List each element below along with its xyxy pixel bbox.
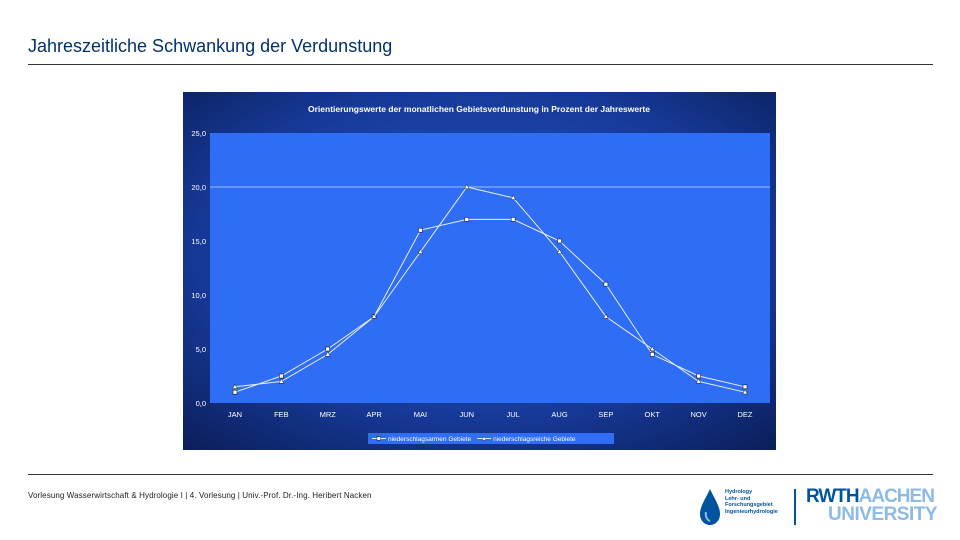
footer-divider <box>28 474 933 475</box>
data-point <box>742 389 748 395</box>
data-point <box>510 217 516 222</box>
plot-area <box>210 133 770 403</box>
data-point <box>279 373 284 379</box>
hydrology-line: Forschungsgebiet <box>725 502 773 509</box>
slide-title: Jahreszeitliche Schwankung der Verdunstu… <box>28 36 393 56</box>
chart-title: Orientierungswerte der monatlichen Gebie… <box>308 104 650 114</box>
data-point <box>742 384 748 390</box>
x-tick-label: NOV <box>691 410 707 419</box>
y-tick-label: 5,0 <box>196 345 206 354</box>
legend-label: niederschlagsarmen Gebiete <box>388 436 471 443</box>
x-tick-label: FEB <box>274 410 289 419</box>
y-tick-label: 0,0 <box>196 399 206 408</box>
x-tick-label: JAN <box>228 410 242 419</box>
x-tick-label: JUN <box>460 410 475 419</box>
series-line <box>234 218 746 393</box>
y-tick-label: 10,0 <box>191 291 206 300</box>
hydrology-line: Lehr- und <box>725 495 751 502</box>
logo-area: Hydrology Lehr- und Forschungsgebiet Ing… <box>698 486 938 530</box>
hydrology-line: Ingenieurhydrologie <box>725 508 778 515</box>
x-tick-label: OKT <box>645 410 661 419</box>
data-point <box>649 345 656 352</box>
legend-label: niederschlagsreiche Gebiete <box>493 436 576 443</box>
data-point <box>695 378 702 384</box>
footer-text: Vorlesung Wasserwirtschaft & Hydrologie … <box>28 491 372 500</box>
rwth-logo: RWTHAACHEN UNIVERSITY <box>806 486 938 525</box>
data-point <box>510 194 517 200</box>
data-point <box>556 248 563 254</box>
data-point <box>324 351 331 357</box>
legend-marker <box>481 435 487 441</box>
logo-divider <box>794 489 796 525</box>
legend: niederschlagsarmen Gebiete niederschlagsr… <box>368 433 614 444</box>
x-tick-label: JUL <box>507 410 520 419</box>
data-point <box>557 238 562 244</box>
data-point <box>232 389 238 395</box>
data-point <box>325 346 331 352</box>
water-drop-icon <box>700 489 720 525</box>
series-line <box>234 186 746 393</box>
x-tick-label: AUG <box>551 410 567 419</box>
data-point <box>463 183 470 190</box>
x-tick-label: APR <box>366 410 382 419</box>
x-axis-ticks: JAN FEB MRZ APR MAI JUN JUL AUG SEP OKT NOV DEZ <box>228 410 753 419</box>
y-tick-label: 20,0 <box>191 183 206 192</box>
legend-marker <box>376 436 381 441</box>
series-layer <box>232 183 748 395</box>
y-tick-label: 15,0 <box>191 237 206 246</box>
data-point <box>371 313 377 319</box>
data-point <box>464 217 470 222</box>
hydrology-line: Hydrology <box>725 489 753 495</box>
series-1 <box>232 217 748 395</box>
data-point <box>278 378 285 384</box>
rwth-logo-university: UNIVERSITY <box>828 504 938 525</box>
data-point <box>418 227 423 233</box>
hydrology-logo-text: Hydrology Lehr- und Forschungsgebiet Ing… <box>725 489 785 515</box>
data-point <box>696 373 701 379</box>
data-point <box>603 281 609 287</box>
x-tick-label: MRZ <box>320 410 337 419</box>
evaporation-chart: Orientierungswerte der monatlichen Gebie… <box>183 92 776 450</box>
data-point <box>649 352 655 357</box>
rwth-logo-aachen: AACHEN <box>858 486 935 507</box>
x-tick-label: DEZ <box>738 410 753 419</box>
series-2 <box>232 183 748 395</box>
data-point <box>232 383 238 389</box>
rwth-logo-bold: RWTH <box>806 486 860 507</box>
data-point <box>603 313 609 319</box>
y-tick-label: 25,0 <box>191 129 206 138</box>
x-tick-label: SEP <box>598 410 613 419</box>
title-divider <box>28 64 933 65</box>
data-point <box>417 248 424 254</box>
x-tick-label: MAI <box>414 410 427 419</box>
y-axis-ticks: 0,0 5,0 10,0 15,0 20,0 25,0 <box>191 129 206 408</box>
